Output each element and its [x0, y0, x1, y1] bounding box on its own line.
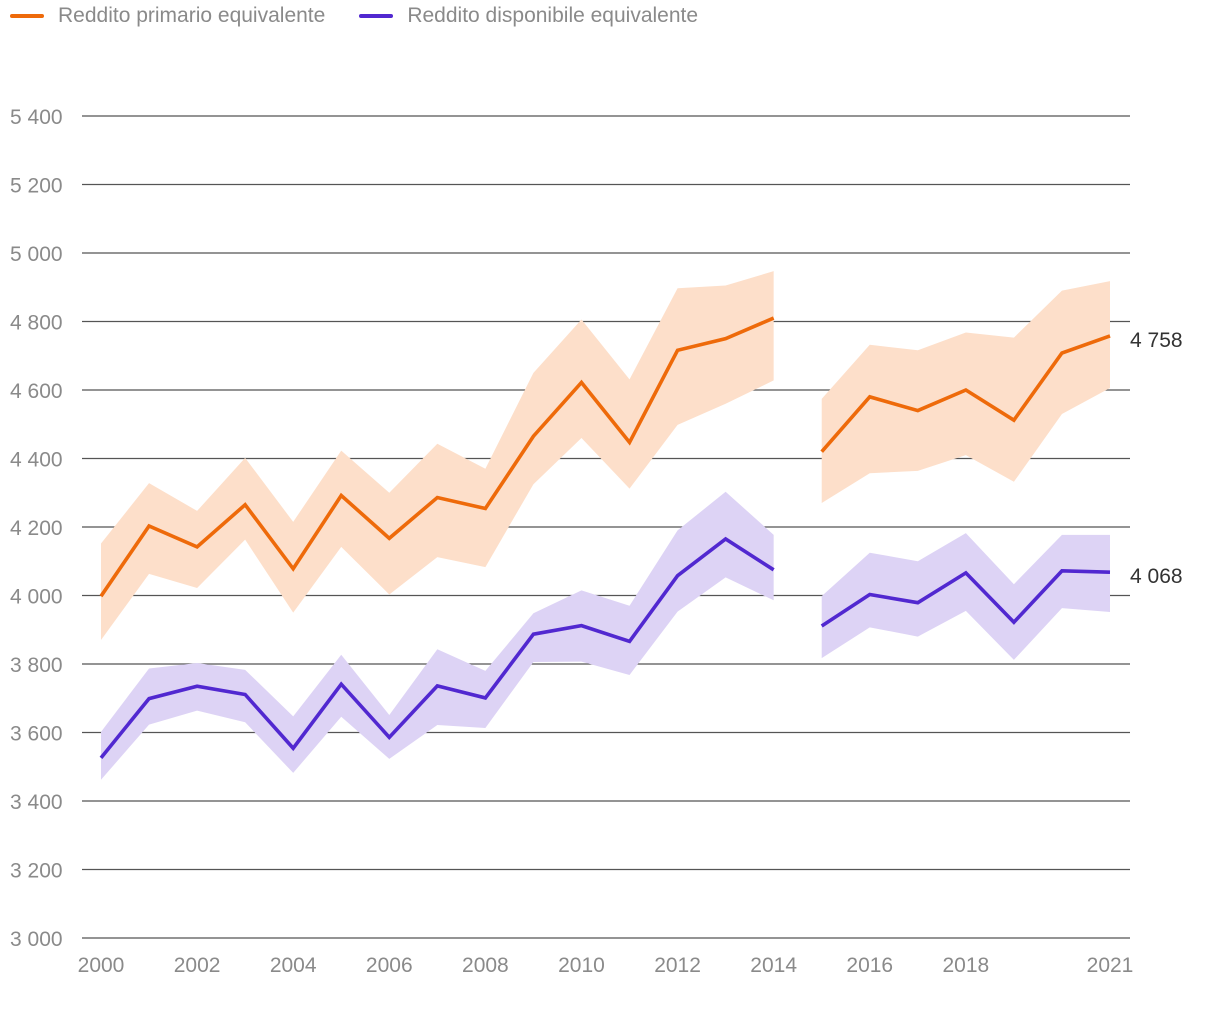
data-point-primary-2012: [676, 348, 680, 352]
series-line-primary-segment-2: [820, 334, 1111, 453]
x-tick-label-2021: 2021: [1087, 954, 1134, 977]
data-point-primary-2018: [964, 388, 968, 392]
x-tick-label-2016: 2016: [846, 954, 893, 977]
data-point-disposable-2012: [676, 574, 680, 578]
data-point-primary-2009: [531, 434, 535, 438]
y-tick-label-4200: 4 200: [10, 517, 63, 540]
series-line-primary-segment-1: [99, 316, 775, 598]
data-point-disposable-2000: [99, 756, 103, 760]
data-point-disposable-2014: [772, 568, 776, 572]
x-tick-label-2014: 2014: [750, 954, 797, 977]
legend-swatch-primary: [10, 14, 44, 18]
legend-item-primary[interactable]: Reddito primario equivalente: [10, 4, 325, 28]
series-line-disposable-segment-2: [820, 569, 1111, 628]
data-point-primary-2001: [147, 524, 151, 528]
data-point-disposable-2002: [195, 684, 199, 688]
y-tick-label-3600: 3 600: [10, 723, 63, 746]
data-point-disposable-2008: [483, 696, 487, 700]
data-point-primary-2004: [291, 567, 295, 571]
y-tick-label-4600: 4 600: [10, 380, 63, 403]
data-point-primary-2015: [820, 450, 824, 454]
data-point-disposable-2013: [724, 537, 728, 541]
series-line-disposable-segment-1: [99, 536, 775, 759]
data-point-primary-2017: [916, 409, 920, 413]
y-tick-label-5000: 5 000: [10, 243, 63, 266]
data-point-disposable-2016: [868, 592, 872, 596]
y-tick-label-3800: 3 800: [10, 654, 63, 677]
data-point-primary-2003: [243, 503, 247, 507]
data-point-disposable-2009: [531, 632, 535, 636]
data-point-primary-2002: [195, 545, 199, 549]
y-tick-label-3200: 3 200: [10, 860, 63, 883]
y-tick-label-5400: 5 400: [10, 106, 63, 129]
y-tick-label-5200: 5 200: [10, 175, 63, 198]
data-point-disposable-2017: [916, 601, 920, 605]
x-tick-label-2002: 2002: [174, 954, 221, 977]
legend-item-disposable[interactable]: Reddito disponibile equivalente: [359, 4, 698, 28]
end-value-label-primary: 4 758: [1130, 329, 1183, 352]
legend-label-disposable: Reddito disponibile equivalente: [407, 4, 699, 27]
data-point-primary-2021: [1108, 334, 1112, 338]
data-point-primary-2000: [99, 594, 103, 598]
x-tick-label-2006: 2006: [366, 954, 413, 977]
data-point-disposable-2005: [339, 682, 343, 686]
data-point-disposable-2011: [628, 639, 632, 643]
legend-swatch-disposable: [359, 14, 394, 18]
data-point-primary-2020: [1060, 351, 1064, 355]
data-point-disposable-2007: [435, 684, 439, 688]
data-point-disposable-2001: [147, 697, 151, 701]
data-point-disposable-2003: [243, 692, 247, 696]
data-point-primary-2014: [772, 316, 776, 320]
data-point-primary-2006: [387, 536, 391, 540]
data-point-primary-2008: [483, 507, 487, 511]
data-point-primary-2011: [628, 440, 632, 444]
x-tick-label-2010: 2010: [558, 954, 605, 977]
data-point-disposable-2015: [820, 624, 824, 628]
confidence-band-disposable-segment-2: [821, 533, 1110, 660]
data-point-disposable-2004: [291, 746, 295, 750]
y-tick-label-4400: 4 400: [10, 449, 63, 472]
x-tick-label-2008: 2008: [462, 954, 509, 977]
y-tick-label-4800: 4 800: [10, 312, 63, 335]
end-value-label-disposable: 4 068: [1130, 565, 1183, 588]
y-tick-label-3000: 3 000: [10, 928, 63, 951]
data-point-disposable-2006: [387, 735, 391, 739]
confidence-band-disposable-segment-1: [101, 491, 774, 780]
data-point-disposable-2018: [964, 571, 968, 575]
data-point-primary-2005: [339, 493, 343, 497]
x-tick-label-2018: 2018: [942, 954, 989, 977]
y-tick-label-3400: 3 400: [10, 791, 63, 814]
data-point-primary-2010: [579, 380, 583, 384]
y-tick-label-4000: 4 000: [10, 586, 63, 609]
x-tick-label-2004: 2004: [270, 954, 317, 977]
data-point-disposable-2020: [1060, 569, 1064, 573]
legend-label-primary: Reddito primario equivalente: [58, 4, 326, 27]
data-point-disposable-2010: [579, 624, 583, 628]
x-tick-label-2000: 2000: [78, 954, 125, 977]
data-point-primary-2013: [724, 337, 728, 341]
data-point-primary-2007: [435, 496, 439, 500]
x-tick-label-2012: 2012: [654, 954, 701, 977]
data-point-disposable-2019: [1012, 620, 1016, 624]
data-point-disposable-2021: [1108, 570, 1112, 574]
legend: Reddito primario equivalente Reddito dis…: [10, 4, 698, 28]
confidence-band-primary-segment-1: [101, 271, 774, 641]
data-point-primary-2016: [868, 395, 872, 399]
data-point-primary-2019: [1012, 418, 1016, 422]
